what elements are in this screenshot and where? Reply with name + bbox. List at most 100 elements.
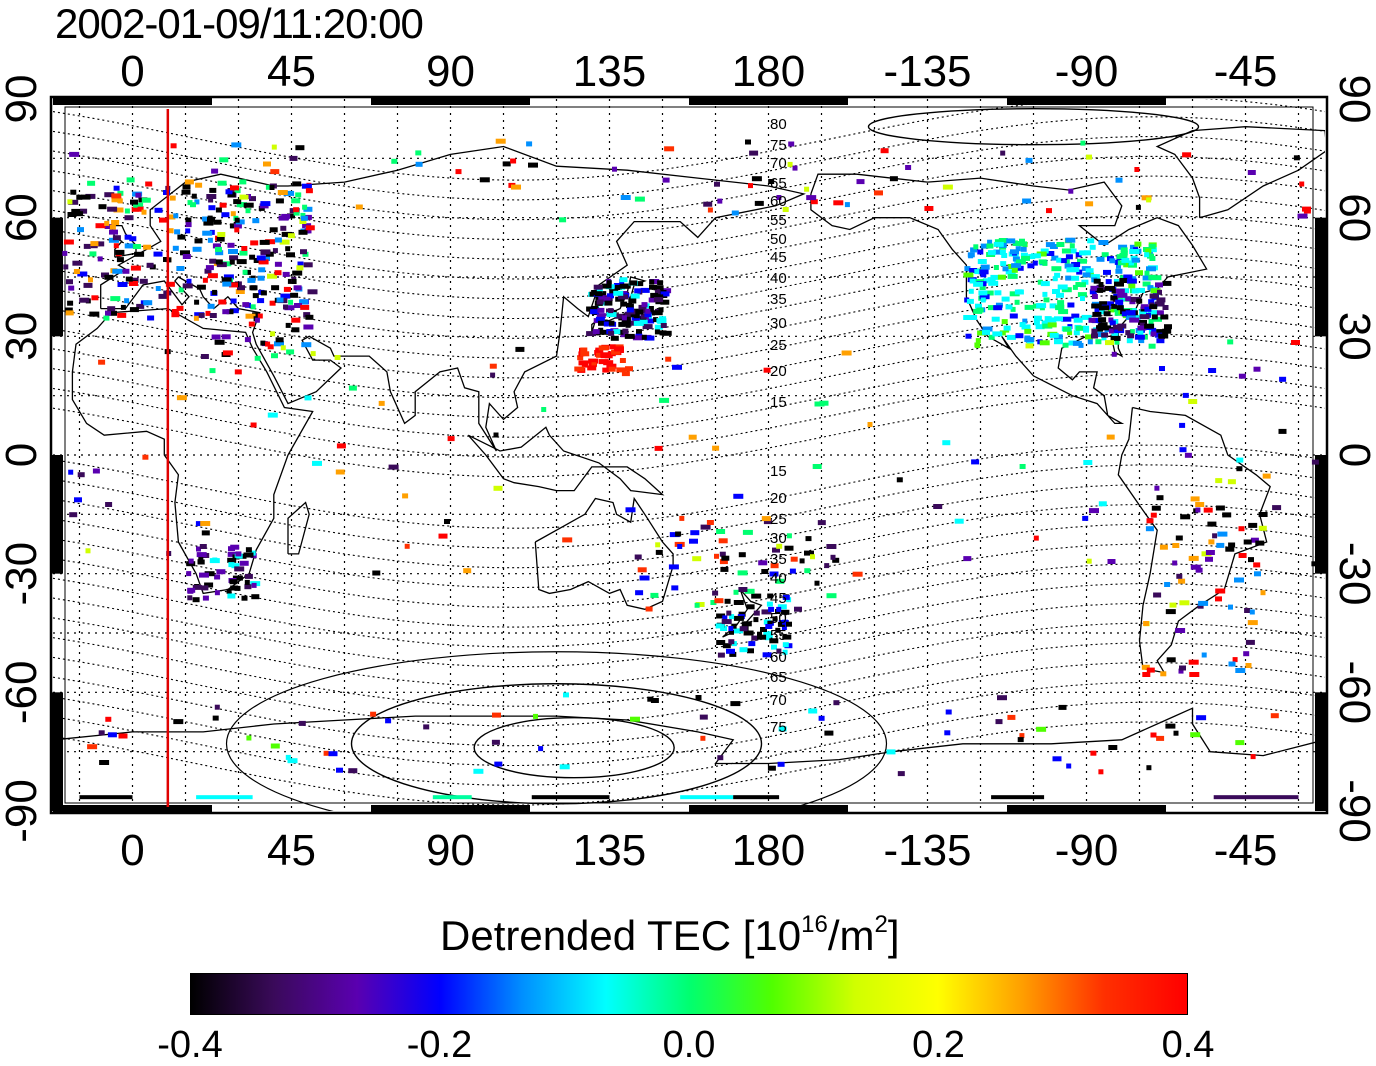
tec-marker [109,224,116,230]
tec-marker [587,365,597,371]
tec-marker [1080,296,1085,301]
tec-marker [186,571,192,577]
mlat-label-north: 55 [770,212,787,229]
tec-marker [104,274,114,280]
tec-marker [1052,756,1062,762]
tec-marker [1134,241,1142,247]
tec-marker [757,634,767,640]
tec-marker [1279,376,1287,382]
tec-marker [1149,256,1156,261]
tec-marker [176,305,184,311]
colorbar-tick-label: -0.2 [406,1024,473,1066]
tec-marker [290,292,299,298]
tec-marker [312,460,322,466]
tec-marker [772,547,780,553]
tec-marker [229,579,238,585]
tec-marker [889,176,898,182]
tec-marker [1127,333,1135,339]
tec-marker [596,313,606,319]
tec-marker [1056,242,1065,247]
tec-marker [1225,546,1235,552]
bottom-lon-tick-label: 0 [120,826,144,875]
tec-marker [1092,318,1101,324]
tec-marker [198,312,205,318]
tec-marker [285,246,291,252]
tec-marker [1145,248,1152,254]
tec-marker [974,269,980,275]
tec-marker [604,300,613,306]
tec-marker [126,177,135,183]
tec-marker [1147,310,1158,316]
tec-marker [209,187,217,193]
tec-marker [1201,652,1207,658]
tec-marker [720,626,728,631]
tec-marker [184,179,194,185]
tec-marker [1006,238,1016,244]
tec-marker [491,739,500,745]
mlat-label-south: 65 [770,669,787,686]
tec-marker [771,644,777,650]
tec-marker [242,302,250,308]
tec-marker [1175,628,1186,633]
tec-polar-strip [79,795,133,800]
tec-marker [213,219,222,225]
tec-marker [598,320,607,326]
tec-marker [287,758,298,764]
tec-marker [1244,608,1251,613]
tec-marker [1049,244,1058,249]
tec-marker [511,184,521,190]
tec-marker [1067,302,1075,308]
tec-marker [231,563,240,569]
tec-marker [788,141,795,147]
tec-marker [644,312,652,318]
tec-marker [1243,539,1252,545]
tec-marker [804,550,814,556]
tec-marker [177,234,186,240]
tec-marker [209,258,217,264]
tec-marker [105,310,111,316]
tec-marker [896,477,903,483]
left-lat-tick-label: 90 [0,75,46,124]
south-pole-oval-outer [225,651,888,811]
tec-marker [719,551,726,557]
tec-marker [1311,459,1319,465]
tec-marker [1236,466,1243,472]
tec-marker [607,293,614,299]
tec-marker [654,329,660,335]
tec-marker [1136,287,1145,293]
tec-marker [1160,671,1167,677]
tec-marker [196,552,207,558]
tec-marker [1064,263,1074,269]
tec-marker [1110,295,1118,301]
tec-marker [1116,254,1123,260]
tec-marker [265,239,276,245]
mlat-label-south: 60 [770,649,787,666]
tec-marker [1179,447,1187,453]
tec-marker [757,631,762,637]
tec-marker [688,434,697,440]
mlat-contour [53,543,1325,628]
bottom-lon-tick-label: -90 [1055,826,1119,875]
tec-marker [639,575,650,581]
tec-marker [1144,323,1155,329]
tec-marker [650,592,659,598]
tec-marker [258,259,269,265]
tec-marker [729,629,734,635]
tec-marker [695,695,702,700]
tec-marker [112,235,121,241]
tec-marker [1297,213,1308,219]
tec-marker [1180,514,1191,520]
tec-marker [249,285,258,291]
tec-marker [1126,278,1137,284]
tec-marker [80,208,88,214]
mlat-contour [53,314,1325,399]
tec-marker [799,558,805,564]
tec-marker [1108,745,1118,750]
tec-marker [1137,330,1144,336]
tec-marker [1139,309,1148,315]
tec-marker [1088,317,1096,323]
tec-marker [614,346,620,352]
mlat-label-south: 70 [770,692,787,709]
tec-marker [1131,257,1140,263]
tec-marker [208,205,216,211]
